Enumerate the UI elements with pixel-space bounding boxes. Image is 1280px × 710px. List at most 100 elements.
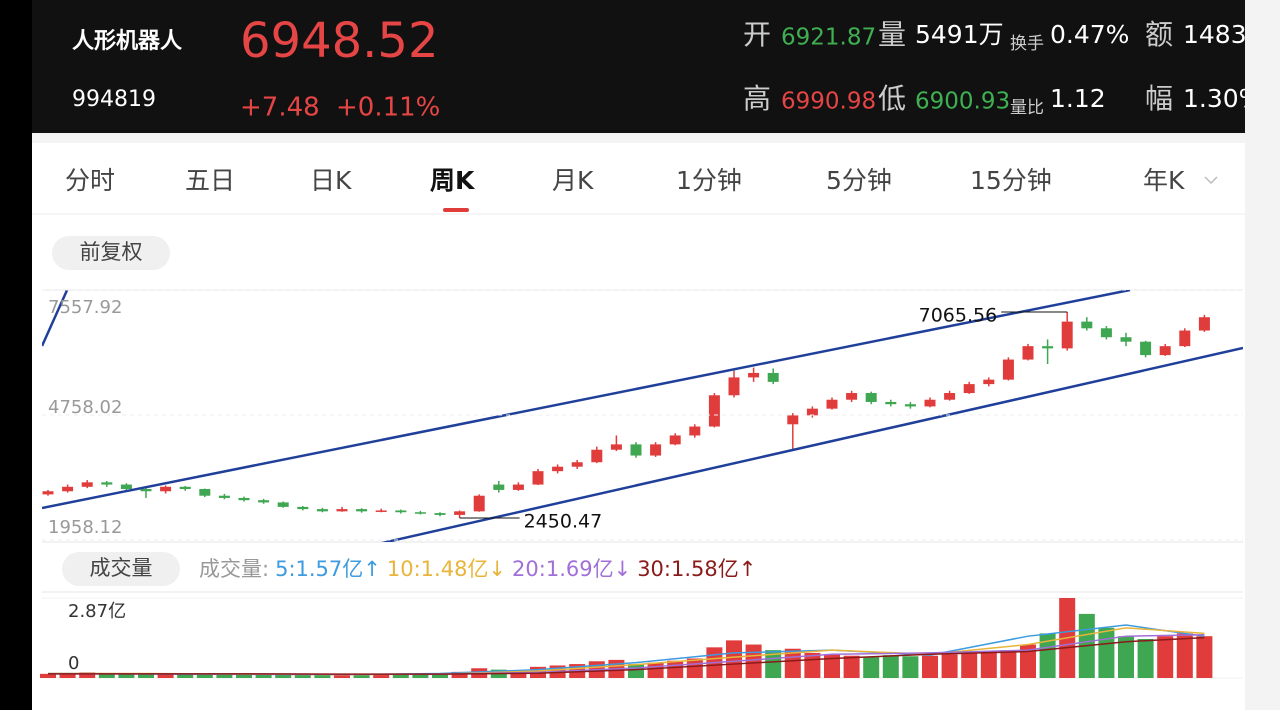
candle-body	[1159, 346, 1171, 356]
candle-body	[179, 486, 191, 490]
candle-body	[1061, 321, 1073, 349]
volume-plot	[40, 597, 1243, 679]
volume-bar	[922, 655, 938, 678]
volume-bar	[628, 664, 644, 678]
volume-bar	[863, 657, 880, 678]
candle-body	[787, 415, 799, 425]
volume-bar	[255, 674, 272, 678]
stat-value: 1.30%	[1183, 84, 1262, 113]
volume-bar	[1000, 650, 1017, 678]
volume-bar	[961, 652, 978, 678]
volume-title: 成交量	[90, 556, 153, 580]
volume-bar	[98, 673, 115, 678]
candle-body	[944, 393, 956, 400]
candle-body	[42, 491, 54, 495]
volume-bar	[138, 674, 154, 678]
candle-body	[62, 486, 74, 492]
candle-body	[199, 489, 211, 496]
tab[interactable]: 周K	[430, 166, 476, 195]
candle-body	[924, 399, 936, 407]
stat-value: 6921.87	[781, 25, 876, 51]
candle-body	[1042, 346, 1054, 349]
tab[interactable]: 月K	[552, 166, 594, 195]
candle-body	[650, 444, 662, 456]
price-plot	[42, 311, 1210, 519]
adjust-button[interactable]	[52, 236, 170, 270]
tab[interactable]: 5分钟	[826, 166, 892, 195]
stat-label: 额	[1145, 18, 1173, 51]
tab[interactable]: 年K	[1143, 166, 1185, 195]
candle-body	[218, 495, 230, 498]
volume-legend: 成交量: 5:1.57亿↑ 10:1.48亿↓ 20:1.69亿↓ 30:1.58亿↑	[199, 557, 756, 581]
candle-body	[1140, 341, 1152, 356]
candle-body	[983, 379, 995, 385]
volume-bar	[1020, 644, 1036, 678]
change: +7.48	[240, 93, 320, 123]
candle-body	[512, 484, 524, 490]
volume-bar	[314, 674, 331, 678]
candle-body	[375, 510, 387, 512]
stat-label: 量	[878, 18, 906, 51]
volume-bar	[667, 660, 684, 678]
low-label: 2450.47	[524, 511, 603, 533]
volume-bar	[1118, 636, 1134, 678]
candle-body	[708, 395, 720, 427]
stat-value: 0.47%	[1050, 20, 1129, 49]
candle-body	[846, 393, 858, 400]
tab[interactable]: 五日	[185, 166, 235, 195]
y-tick-label: 1958.12	[48, 517, 122, 538]
volume-bar	[784, 648, 801, 678]
volume-bar	[686, 658, 703, 678]
volume-bar	[59, 672, 76, 678]
volume-bar	[1039, 633, 1056, 678]
volume-bar	[432, 672, 448, 678]
volume-bar	[334, 674, 350, 678]
price: 6948.52	[240, 13, 439, 69]
stat-label: 量比	[1010, 98, 1044, 118]
candle-body	[277, 502, 289, 507]
tab[interactable]: 日K	[310, 166, 352, 195]
stat-value: 6900.93	[915, 89, 1010, 115]
stat-value: 6990.98	[781, 89, 876, 115]
candle-body	[689, 426, 701, 436]
volume-bar	[118, 673, 135, 678]
stat-label: 高	[743, 82, 771, 115]
candle-body	[1198, 317, 1210, 331]
candle-body	[1179, 330, 1191, 347]
volume-bar	[843, 655, 860, 678]
volume-bar	[392, 673, 409, 678]
tab[interactable]: 15分钟	[970, 166, 1052, 195]
candle-body	[297, 506, 309, 510]
legend-entry: 5:1.57亿↑	[275, 557, 381, 581]
stock-name: 人形机器人	[72, 29, 182, 54]
volume-bar	[79, 672, 96, 678]
stat-label: 低	[878, 82, 906, 115]
divider	[32, 133, 1245, 143]
candle-body	[316, 509, 328, 512]
stat-value: 5491万	[915, 20, 1004, 49]
legend-entry: 30:1.58亿↑	[637, 557, 756, 581]
volume-bar	[765, 650, 782, 678]
candle-body	[748, 372, 760, 378]
volume-button[interactable]	[62, 552, 180, 586]
tab[interactable]: 1分钟	[676, 166, 742, 195]
candle-body	[140, 489, 152, 492]
volume-bar	[40, 673, 56, 678]
candle-body	[356, 509, 368, 512]
volume-bar	[275, 674, 292, 678]
volume-bar	[1137, 638, 1154, 678]
adjust-label: 前复权	[80, 240, 143, 264]
stat-label: 幅	[1145, 82, 1173, 115]
header-content: 人形机器人 994819 6948.52 +7.48 +0.11% 开 6921…	[72, 13, 1262, 123]
tab[interactable]: 分时	[65, 166, 115, 195]
volume-bar	[157, 673, 174, 678]
candle-body	[395, 510, 407, 513]
volume-bar	[236, 674, 252, 678]
volume-bar	[647, 662, 664, 678]
candle-body	[552, 466, 564, 472]
volume-bar	[451, 671, 468, 678]
stat-label: 换手	[1010, 34, 1044, 54]
candle-body	[81, 482, 93, 487]
volume-bar	[745, 644, 762, 678]
channel-lines	[42, 290, 1243, 542]
